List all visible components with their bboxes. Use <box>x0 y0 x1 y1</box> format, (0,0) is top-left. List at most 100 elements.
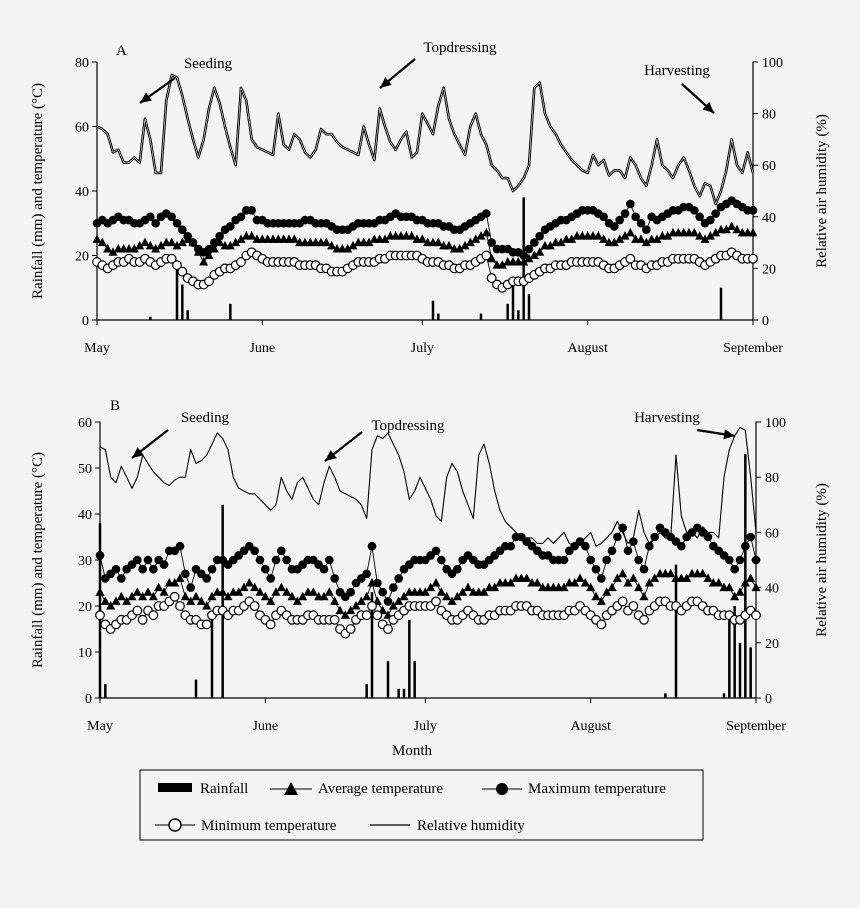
panel-b-avg-temperature-point <box>191 591 201 601</box>
panel-b-max-temperature-point <box>591 564 601 574</box>
panel-b-avg-temperature-point <box>703 573 713 582</box>
panel-a-max-temperature-point <box>210 238 219 247</box>
panel-b-avg-temperature-point <box>218 587 228 596</box>
panel-b-avg-temperature-point <box>330 596 340 605</box>
panel-b-max-temperature-point <box>613 532 622 542</box>
panel-b-min-temperature-point <box>596 619 607 630</box>
legend-entry-relative-humidity: Relative humidity <box>370 818 525 834</box>
panel-b-avg-temperature-point <box>159 587 169 596</box>
panel-a-avg-temperature-point <box>476 231 486 240</box>
panel-a-avg-temperature-point <box>556 237 566 247</box>
panel-a-min-temperature-point <box>625 253 636 264</box>
panel-b-avg-temperature-point <box>596 596 606 605</box>
panel-b-avg-temperature-point <box>250 582 260 592</box>
panel-b-avg-temperature-point <box>607 582 617 592</box>
panel-a-rainfall-bar <box>186 310 189 320</box>
panel-b-avg-temperature-point <box>479 587 489 596</box>
panel-a-max-temperature-point <box>188 238 198 247</box>
panel-a-avg-temperature-point <box>721 224 731 234</box>
panel-b-max-temperature-point <box>618 523 627 533</box>
panel-a-avg-temperature-point <box>97 237 107 247</box>
panel-b-left-tick-label: 30 <box>78 554 92 569</box>
panel-b-max-temperature-point <box>741 541 750 551</box>
panel-a-max-temperature-point <box>151 218 160 228</box>
panel-b-max-temperature-point <box>703 532 713 542</box>
panel-a-min-temperature-point <box>166 253 177 264</box>
panel-a-right-tick-label: 60 <box>762 159 776 174</box>
panel-b-max-temperature-point <box>133 555 142 565</box>
panel-b-rainfall-bar <box>674 564 678 698</box>
panel-b-avg-temperature-point <box>399 591 409 601</box>
panel-b-avg-temperature-point <box>255 587 265 596</box>
panel-b-max-temperature-point <box>202 574 211 583</box>
x-axis-label: Month <box>392 743 433 759</box>
panel-b-min-temperature-point <box>617 596 628 607</box>
panel-b-max-temperature-point <box>325 555 334 565</box>
panel-b-max-temperature-point <box>746 532 755 542</box>
panel-b-max-temperature-point <box>586 555 595 565</box>
panel-a-max-temperature-point <box>535 231 544 241</box>
legend-min-label: Minimum temperature <box>201 818 337 834</box>
panel-a-rainfall-bar <box>229 303 232 320</box>
panel-a-max-temperature-point <box>524 244 534 254</box>
panel-b-max-temperature-point <box>559 555 569 565</box>
panel-b-max-temperature-point <box>730 564 739 574</box>
panel-b-rainfall-bar <box>744 454 747 698</box>
panel-b-max-temperature-point <box>143 555 153 565</box>
panel-b-min-temperature-point <box>169 591 180 602</box>
panel-b-max-temperature-point <box>330 574 339 583</box>
panel-b-avg-temperature-point <box>234 587 244 596</box>
panel-a-avg-temperature-point <box>167 237 177 247</box>
panel-b-avg-temperature-point <box>522 573 532 582</box>
panel-b-avg-temperature-point <box>746 573 756 582</box>
panel-b-avg-temperature-point <box>95 587 105 596</box>
panel-a-right-tick-label: 20 <box>762 262 776 277</box>
panel-a-left-tick-label: 0 <box>82 314 89 329</box>
panel-a-avg-temperature-point <box>327 240 337 250</box>
panel-b-max-temperature-point <box>149 564 158 574</box>
panel-b-max-temperature-point <box>319 564 329 574</box>
panel-b-avg-temperature-point <box>207 591 217 601</box>
panel-a-max-temperature-point <box>626 199 635 209</box>
panel-b-avg-temperature-point <box>154 582 164 592</box>
panel-a-avg-temperature-point <box>519 256 529 266</box>
panel-b-max-temperature-point <box>453 564 462 574</box>
panel-a-min-temperature-point <box>486 273 497 283</box>
panel-b-avg-temperature-point <box>106 601 116 610</box>
panel-a-avg-temperature-point <box>343 244 353 253</box>
panel-a-month-label: May <box>84 341 110 356</box>
panel-a-avg-temperature-point <box>609 237 619 247</box>
panel-b-max-temperature-point <box>634 555 643 565</box>
legend-rainfall-label: Rainfall <box>200 781 248 797</box>
legend-max-label: Maximum temperature <box>528 781 666 797</box>
panel-b-rainfall-bar <box>365 684 368 698</box>
panel-a-letter: A <box>116 43 127 59</box>
panel-b-avg-temperature-point <box>447 596 457 605</box>
panel-b-avg-temperature-point <box>666 568 676 578</box>
panel-a-max-temperature-point <box>695 212 704 222</box>
panel-b-avg-temperature-point <box>602 587 612 596</box>
panel-a-avg-temperature-point <box>172 240 182 250</box>
panel-a-humidity-line <box>96 73 755 206</box>
panel-a-avg-temperature-point <box>567 234 577 243</box>
panel-b-avg-temperature-point <box>362 591 372 601</box>
panel-a-avg-temperature-point <box>497 260 507 269</box>
panel-b-left-tick-label: 40 <box>78 508 92 523</box>
panel-b-avg-temperature-point <box>148 591 158 601</box>
panel-b-right-tick-label: 80 <box>765 471 779 486</box>
panel-b-max-temperature-point <box>725 555 734 565</box>
panel-b-avg-temperature-point <box>730 591 740 601</box>
panel-a-max-temperature-point <box>178 225 187 234</box>
panel-b-rainfall-bar <box>749 647 752 698</box>
panel-a-avg-temperature-point <box>641 237 651 247</box>
panel-a-max-temperature-point <box>636 218 646 228</box>
panel-b-min-temperature-point <box>372 610 383 621</box>
legend-entry-rainfall: Rainfall <box>158 781 248 797</box>
panel-b-min-temperature-point <box>628 601 639 611</box>
panel-b-avg-temperature-point <box>346 605 356 615</box>
panel-b-left-tick-label: 10 <box>78 646 92 661</box>
panel-a-rainfall-bar <box>175 265 179 320</box>
panel-a-max-temperature-point <box>615 215 624 225</box>
panel-b-rainfall-bar <box>370 592 374 698</box>
panel-b-max-temperature-point <box>271 555 281 565</box>
